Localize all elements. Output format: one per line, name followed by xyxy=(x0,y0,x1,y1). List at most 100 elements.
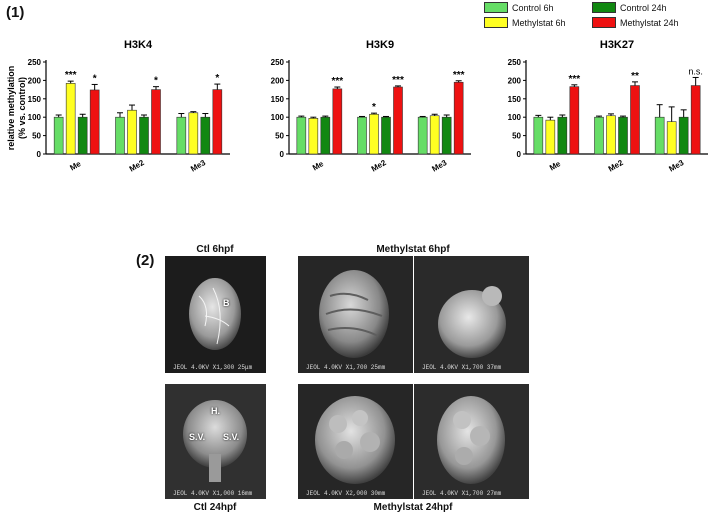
legend-item-methylstat-6h: Methylstat 6h xyxy=(484,17,566,28)
panel-1-label: (1) xyxy=(6,4,25,21)
x-tick-label-h3k9-me: Me xyxy=(311,159,326,173)
y-tick-label-h3k4-150: 150 xyxy=(28,95,42,104)
significance-h3k4-3: * xyxy=(215,73,219,84)
bar-h3k9-me3-control-6h xyxy=(417,116,428,155)
embryo-ctl-6hpf-drawing xyxy=(189,278,241,350)
y-tick-label-h3k4-100: 100 xyxy=(28,113,42,122)
x-tick-label-h3k27-me2: Me2 xyxy=(607,158,625,174)
chart-title-h3k4: H3K4 xyxy=(124,39,153,51)
bar-h3k27-me3-control-6h xyxy=(654,116,665,155)
panel-2-label: (2) xyxy=(136,252,155,269)
embryo-methylstat-24hpf-b-drawing xyxy=(437,396,505,484)
bar-h3k4-me-control-6h xyxy=(53,116,64,155)
y-tick-label-h3k9-200: 200 xyxy=(271,76,285,85)
y-tick-label-h3k9-100: 100 xyxy=(271,113,285,122)
bar-h3k4-me-methylstat-6h xyxy=(65,83,76,155)
label-methylstat-6hpf: Methylstat 6hpf xyxy=(376,244,450,255)
sem-image-ctl-6hpf: B JEOL 4.0KV X1,300 25μm xyxy=(165,256,266,373)
chart-h3k4: H3K4 relative methylation(% vs. control) 0… xyxy=(6,39,230,174)
sem-image-ctl-24hpf: H. S.V. S.V. JEOL 4.0KV X1,000 16mm xyxy=(165,384,266,499)
scale-bar-methylstat-6hpf-b: JEOL 4.0KV X1,700 37mm xyxy=(422,364,502,371)
annotation-b: B xyxy=(223,298,230,308)
scale-bar-ctl-24hpf: JEOL 4.0KV X1,000 16mm xyxy=(173,490,253,497)
significance-h3k9-2: *** xyxy=(392,75,404,86)
y-axis-label-line-h3k4-1: (% vs. control) xyxy=(17,77,27,139)
y-tick-label-h3k9-0: 0 xyxy=(280,150,285,159)
bar-h3k9-me-methylstat-6h xyxy=(308,118,319,155)
annotation-sv-left: S.V. xyxy=(189,432,206,442)
legend-label-methylstat-6h: Methylstat 6h xyxy=(512,17,566,28)
bar-h3k4-me3-control-6h xyxy=(176,116,187,155)
y-tick-label-h3k4-50: 50 xyxy=(32,132,41,141)
legend-swatch-methylstat-24h xyxy=(592,17,616,28)
x-tick-label-h3k9-me3: Me3 xyxy=(430,158,448,174)
y-axis-label-h3k4: relative methylation(% vs. control) xyxy=(6,66,27,151)
significance-h3k27-2: n.s. xyxy=(688,66,703,76)
significance-h3k4-0: *** xyxy=(65,70,77,81)
y-tick-label-h3k9-150: 150 xyxy=(271,95,285,104)
bar-h3k9-me-control-6h xyxy=(296,116,307,155)
bar-h3k9-me-control-24h xyxy=(320,116,331,155)
x-tick-label-h3k27-me3: Me3 xyxy=(667,158,685,174)
bar-h3k27-me3-methylstat-6h xyxy=(666,121,677,155)
sem-image-methylstat-6hpf-a: JEOL 4.0KV X1,700 25mm xyxy=(298,256,413,373)
y-tick-label-h3k4-250: 250 xyxy=(28,58,42,67)
y-tick-label-h3k27-150: 150 xyxy=(508,95,522,104)
x-tick-label-h3k4-me3: Me3 xyxy=(189,158,207,174)
bar-h3k27-me2-methylstat-6h xyxy=(606,115,616,155)
y-tick-label-h3k4-0: 0 xyxy=(37,150,42,159)
bar-h3k27-me-control-6h xyxy=(533,116,544,155)
significance-h3k4-2: * xyxy=(154,76,158,87)
bar-h3k4-me3-methylstat-24h xyxy=(212,89,223,155)
bar-h3k4-me2-control-24h xyxy=(139,116,149,155)
bar-h3k9-me3-methylstat-24h xyxy=(453,81,464,155)
bar-h3k4-me3-methylstat-6h xyxy=(188,112,199,155)
chart-title-h3k9: H3K9 xyxy=(366,39,394,51)
bar-h3k4-me-control-24h xyxy=(77,116,88,155)
legend-label-control-6h: Control 6h xyxy=(512,2,554,13)
bar-h3k9-me-methylstat-24h xyxy=(332,88,343,155)
bar-h3k27-me-methylstat-6h xyxy=(545,119,556,155)
significance-h3k27-1: ** xyxy=(631,71,639,82)
embryo-methylstat-6hpf-b-drawing xyxy=(438,286,506,358)
bar-h3k4-me2-control-6h xyxy=(115,116,125,155)
legend-label-methylstat-24h: Methylstat 24h xyxy=(620,17,679,28)
x-tick-label-h3k4-me: Me xyxy=(68,159,83,173)
y-tick-label-h3k27-250: 250 xyxy=(508,58,522,67)
annotation-h: H. xyxy=(211,406,220,416)
chart-legend: Control 6h Control 24h Methylstat 6h Met… xyxy=(440,2,720,32)
y-tick-label-h3k27-50: 50 xyxy=(512,132,521,141)
scale-bar-methylstat-24hpf-b: JEOL 4.0KV X1,700 27mm xyxy=(422,490,502,497)
x-tick-label-h3k9-me2: Me2 xyxy=(370,158,388,174)
significance-h3k9-3: *** xyxy=(453,70,465,81)
y-tick-label-h3k27-0: 0 xyxy=(517,150,522,159)
bar-h3k9-me3-control-24h xyxy=(441,116,452,155)
bar-h3k4-me2-methylstat-24h xyxy=(151,89,161,155)
bar-h3k27-me-methylstat-24h xyxy=(569,86,580,155)
bar-h3k4-me2-methylstat-6h xyxy=(127,109,137,155)
y-tick-label-h3k4-200: 200 xyxy=(28,76,42,85)
sem-image-methylstat-6hpf-b: JEOL 4.0KV X1,700 37mm xyxy=(414,256,529,373)
legend-item-control-24h: Control 24h xyxy=(592,2,667,13)
sem-image-methylstat-24hpf-a: JEOL 4.0KV X2,000 30mm xyxy=(298,384,413,499)
y-axis-label-line-h3k4-0: relative methylation xyxy=(6,66,16,151)
bar-h3k4-me3-control-24h xyxy=(200,116,211,155)
chart-title-h3k27: H3K27 xyxy=(600,39,634,51)
bar-h3k27-me-control-24h xyxy=(557,116,568,155)
bar-h3k9-me2-methylstat-24h xyxy=(393,86,403,155)
embryo-ctl-24hpf-drawing xyxy=(183,400,247,482)
scale-bar-methylstat-6hpf-a: JEOL 4.0KV X1,700 25mm xyxy=(306,364,386,371)
y-tick-label-h3k9-250: 250 xyxy=(271,58,285,67)
bar-h3k27-me2-control-24h xyxy=(618,116,628,155)
bar-h3k4-me-methylstat-24h xyxy=(89,89,100,155)
x-tick-label-h3k27-me: Me xyxy=(548,159,563,173)
scale-bar-methylstat-24hpf-a: JEOL 4.0KV X2,000 30mm xyxy=(306,490,386,497)
label-ctl-6hpf: Ctl 6hpf xyxy=(196,244,234,255)
legend-item-control-6h: Control 6h xyxy=(484,2,554,13)
bar-h3k27-me3-control-24h xyxy=(678,116,689,155)
annotation-sv-right: S.V. xyxy=(223,432,240,442)
legend-swatch-methylstat-6h xyxy=(484,17,508,28)
legend-label-control-24h: Control 24h xyxy=(620,2,667,13)
bar-h3k9-me2-control-24h xyxy=(381,116,391,155)
